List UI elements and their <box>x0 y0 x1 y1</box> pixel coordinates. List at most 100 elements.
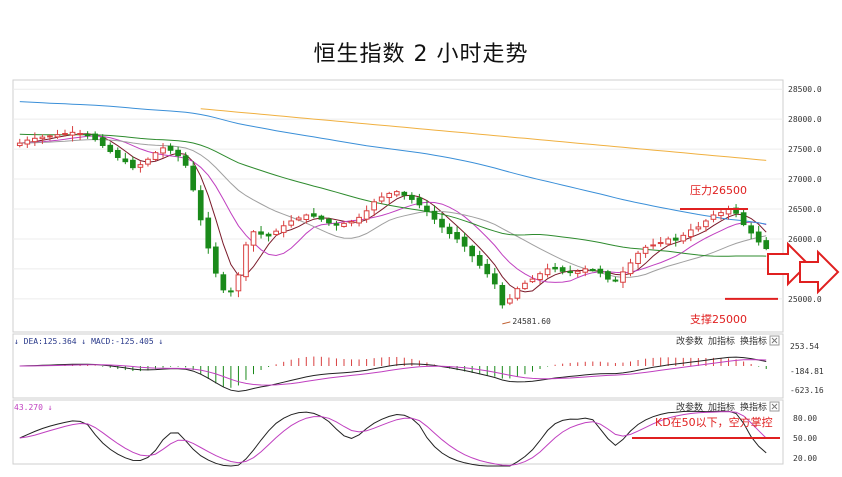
y-tick-label: 28000.0 <box>788 115 822 124</box>
candle-body <box>499 284 506 306</box>
candle-body <box>522 282 528 290</box>
candle-body <box>710 214 717 220</box>
kd-add-indicator-button[interactable]: 加指标 <box>708 401 735 413</box>
candle-body <box>182 155 189 166</box>
kd-d-line <box>19 411 767 466</box>
candle-body <box>310 213 317 217</box>
candle-body <box>77 133 83 136</box>
macd-panel <box>12 333 784 399</box>
candle-body <box>47 135 53 138</box>
macd-add-indicator-button[interactable]: 加指标 <box>708 335 735 347</box>
y-tick-label: 26000.0 <box>788 235 822 244</box>
candle-body <box>687 229 694 238</box>
kd-edit-params-button[interactable]: 改参数 <box>676 401 703 413</box>
candle-body <box>32 137 38 143</box>
kd-header: 43.270 ↓ <box>14 403 53 412</box>
low-marker <box>502 321 511 325</box>
ma10-line <box>19 135 767 283</box>
arrow-icon <box>767 241 810 287</box>
macd-dif-line <box>19 356 767 392</box>
candle-body <box>544 268 551 276</box>
candle-body <box>175 149 181 157</box>
kd-annotation: KD在50以下，空方掌控 <box>655 415 773 429</box>
ma20-line <box>19 138 767 278</box>
candle-body <box>597 268 604 274</box>
candle-body <box>265 233 272 237</box>
candle-body <box>326 218 332 224</box>
close-icon[interactable] <box>771 337 778 344</box>
candle-body <box>612 279 619 282</box>
macd-y-axis: 253.54 -184.81 -623.16 <box>790 342 824 395</box>
candle-body <box>152 152 159 160</box>
candle-body <box>348 221 355 224</box>
candle-body <box>228 290 234 293</box>
candle-body <box>574 270 581 274</box>
candle-body <box>401 191 408 196</box>
candle-body <box>363 210 370 220</box>
candle-body <box>650 244 656 247</box>
candle-body <box>446 226 453 235</box>
moving-average-lines <box>19 101 767 293</box>
candle-body <box>54 134 61 138</box>
candle-body <box>250 231 257 246</box>
candle-body <box>484 263 491 275</box>
candle-body <box>537 273 543 280</box>
candle-body <box>763 240 770 250</box>
candle-body <box>288 220 295 226</box>
candle-body <box>160 147 166 154</box>
macd-dea-line <box>19 359 767 386</box>
candle-body <box>371 201 377 211</box>
candle-body <box>39 136 46 140</box>
candle-body <box>318 215 325 220</box>
macd-edit-params-button[interactable]: 改参数 <box>676 335 703 347</box>
candle-body <box>122 158 129 163</box>
candle-body <box>755 231 762 243</box>
candle-body <box>107 144 114 152</box>
candle-body <box>92 133 99 141</box>
candle-body <box>167 145 174 151</box>
kd-buttons: 改参数 加指标 换指标 <box>676 401 780 413</box>
candle-body <box>273 230 279 236</box>
kd-panel <box>12 399 784 465</box>
candle-body <box>378 196 385 202</box>
ma-long-line <box>200 108 767 161</box>
candle-body <box>235 274 242 292</box>
macd-plot <box>19 356 767 392</box>
macd-switch-indicator-button[interactable]: 换指标 <box>740 335 767 347</box>
candle-body <box>205 217 212 249</box>
main-annotations: 压力26500 支撑25000 24581.60 <box>502 184 840 326</box>
candle-body <box>99 137 106 146</box>
kd-y-tick-label: 20.00 <box>793 454 817 463</box>
candle-body <box>243 244 249 278</box>
y-tick-label: 28500.0 <box>788 85 822 94</box>
candle-body <box>190 165 197 191</box>
candle-body <box>393 191 400 196</box>
candle-body <box>657 242 664 245</box>
candle-body <box>62 133 68 136</box>
candle-body <box>114 150 121 158</box>
candle-body <box>695 226 702 230</box>
kd-switch-indicator-button[interactable]: 换指标 <box>740 401 767 413</box>
candle-body <box>620 271 626 283</box>
candle-body <box>627 262 634 275</box>
y-tick-label: 26500.0 <box>788 205 822 214</box>
candle-body <box>703 220 709 228</box>
ma40-line <box>19 133 767 257</box>
candle-body <box>416 197 423 206</box>
chart-title: 恒生指数 2 小时走势 <box>313 42 529 67</box>
macd-y-tick-label: -184.81 <box>790 367 824 376</box>
candle-body <box>145 158 151 165</box>
candle-body <box>386 192 393 199</box>
candle-body <box>341 222 347 227</box>
close-icon[interactable] <box>771 403 778 410</box>
candlesticks <box>16 126 770 309</box>
macd-buttons: 改参数 加指标 换指标 <box>676 335 780 347</box>
ma5-line <box>19 133 767 293</box>
kd-y-tick-label: 80.00 <box>793 414 817 423</box>
candle-body <box>197 190 204 221</box>
candle-body <box>431 210 438 220</box>
candle-body <box>635 252 641 264</box>
candle-body <box>356 216 362 224</box>
candle-body <box>16 142 23 147</box>
